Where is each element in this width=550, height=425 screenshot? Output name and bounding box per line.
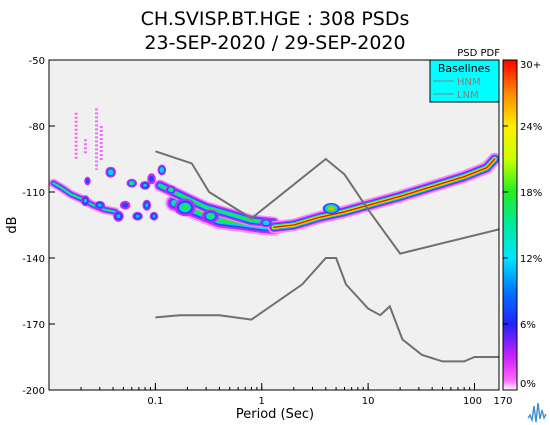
y-tick-label: -50 — [29, 56, 45, 67]
legend-title: Baselines — [438, 62, 491, 75]
density-blob — [152, 214, 156, 218]
x-axis: 0.1 1 10 100 170 — [80, 383, 513, 407]
colorbar-ticks: 30+ 24% 18% 12% 6% 0% — [503, 59, 542, 391]
baseline-layer — [155, 150, 499, 363]
density-blob — [160, 168, 164, 172]
legend-hnm-label: HNM — [457, 77, 481, 88]
colorbar-tick-label: 24% — [520, 122, 542, 133]
density-blob — [207, 213, 214, 219]
density-blob — [263, 221, 269, 225]
lnm-line — [155, 257, 499, 363]
logo-icon — [527, 398, 547, 423]
y-tick-label: -170 — [22, 320, 45, 331]
x-tick-label: 170 — [493, 396, 512, 407]
density-blob — [97, 203, 102, 207]
legend-lnm-label: LNM — [457, 90, 479, 101]
density-band-upper — [158, 184, 275, 224]
density-blob — [145, 203, 149, 208]
density-blob — [328, 206, 335, 211]
density-blob — [181, 204, 189, 211]
chart-title-line1: CH.SVISP.BT.HGE : 308 PSDs — [141, 8, 410, 30]
density-blob — [116, 214, 121, 219]
y-axis-label: dB — [5, 216, 20, 233]
density-blob — [83, 198, 87, 203]
x-tick-label: 0.1 — [147, 396, 163, 407]
density-blob — [86, 179, 89, 183]
density-blob — [150, 176, 154, 181]
density-blob — [169, 188, 173, 192]
y-tick-label: -200 — [22, 386, 45, 397]
y-axis: -50 -80 -110 -140 -170 -200 — [22, 56, 55, 397]
psd-density-layer — [49, 108, 499, 236]
density-band-short — [52, 182, 116, 213]
colorbar-tick-label: 0% — [520, 379, 536, 390]
chart-title-line2: 23-SEP-2020 / 29-SEP-2020 — [144, 32, 405, 54]
y-tick-label: -110 — [22, 188, 45, 199]
colorbar-tick-label: 12% — [520, 254, 542, 265]
plot-frame — [48, 59, 500, 391]
hnm-line — [155, 150, 499, 255]
x-tick-label: 1 — [259, 396, 265, 407]
colorbar-tick-label: 18% — [520, 188, 542, 199]
density-blob — [129, 181, 134, 185]
density-blob — [135, 214, 140, 218]
density-blob — [143, 183, 147, 187]
colorbar-title: PSD PDF — [457, 48, 500, 59]
y-tick-label: -80 — [29, 122, 45, 133]
density-band-main — [273, 158, 496, 228]
x-tick-label: 100 — [463, 396, 482, 407]
colorbar — [502, 59, 518, 391]
colorbar-tick-label: 6% — [520, 320, 536, 331]
y-tick-label: -140 — [22, 254, 45, 265]
legend: Baselines HNM LNM — [429, 59, 500, 103]
x-axis-label: Period (Sec) — [236, 407, 314, 422]
density-blob — [123, 203, 128, 207]
density-blob — [108, 170, 113, 175]
x-tick-label: 10 — [362, 396, 375, 407]
colorbar-tick-label: 30+ — [520, 60, 541, 71]
